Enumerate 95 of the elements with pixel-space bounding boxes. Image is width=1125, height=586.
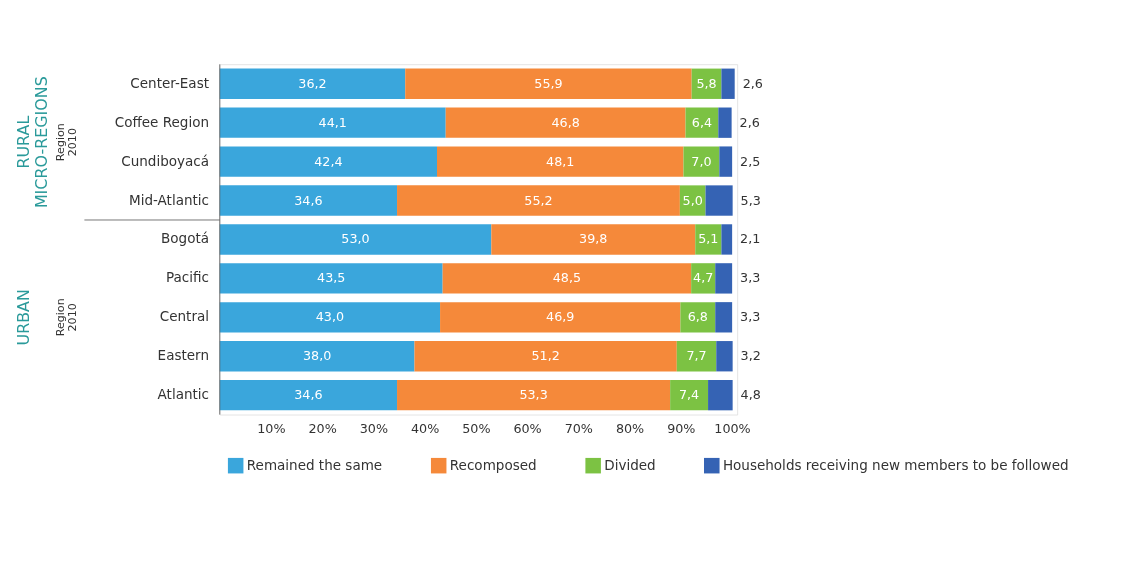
data-label: 51,2 (531, 348, 560, 364)
bar (405, 68, 692, 99)
legend-label: Divided (604, 456, 656, 473)
data-label: 44,1 (318, 114, 347, 130)
x-tick-label: 80% (615, 421, 645, 437)
x-tick-label: 40% (410, 421, 440, 437)
bar (437, 146, 684, 177)
x-tick-label: 100% (714, 421, 751, 437)
y-tick-label: Pacific (166, 269, 209, 286)
y-tick-label: Eastern (157, 347, 209, 364)
bar (715, 302, 733, 333)
bar (491, 224, 696, 255)
bar (715, 263, 733, 294)
bar (721, 224, 733, 255)
data-label: 43,5 (317, 270, 346, 286)
bar (219, 302, 441, 333)
data-label: 4,8 (740, 387, 761, 403)
bar (219, 68, 406, 99)
bar (676, 341, 717, 372)
bar (705, 185, 733, 216)
data-label: 36,2 (298, 75, 327, 91)
y-tick-label: Center-East (130, 74, 209, 91)
data-label: 53,0 (341, 231, 370, 247)
y-tick-label: Coffee Region (114, 113, 209, 130)
x-tick-label: 10% (257, 421, 286, 437)
data-label: 7,0 (691, 153, 712, 169)
bar (691, 263, 716, 294)
data-label: 46,9 (546, 309, 575, 325)
data-label: 43,0 (315, 309, 345, 325)
text: RURAL MICRO-REGIONS (14, 76, 51, 209)
bar (219, 379, 398, 411)
bar (219, 224, 492, 255)
data-label: 6,4 (691, 114, 713, 130)
data-label: 7,4 (678, 387, 700, 403)
bar (397, 379, 671, 411)
data-label: 3,2 (740, 348, 761, 364)
x-tick-label: 20% (308, 421, 337, 437)
legend-label: Remained the same (246, 456, 383, 473)
bar (445, 107, 686, 138)
data-label: 5,1 (698, 231, 719, 247)
x-tick-label: 60% (513, 421, 542, 437)
bar (719, 146, 733, 177)
data-label: 46,8 (551, 114, 580, 130)
bar (414, 341, 677, 372)
bar (718, 107, 732, 138)
data-label: 48,5 (552, 270, 582, 286)
data-label: 5,3 (740, 192, 761, 208)
bar (219, 185, 398, 216)
x-tick-label: 50% (462, 421, 491, 437)
legend-label: Households receiving new members to be followed (722, 456, 1069, 473)
data-label: 55,2 (524, 192, 553, 208)
data-label: 2,6 (742, 75, 763, 91)
bar (708, 379, 733, 411)
data-label: 4,7 (693, 270, 714, 286)
data-label: 34,6 (294, 192, 323, 208)
data-label: 39,8 (579, 231, 608, 247)
bar (219, 341, 415, 372)
data-label: 34,6 (294, 387, 323, 403)
data-label: 2,6 (739, 114, 760, 130)
bar (695, 224, 722, 255)
data-label: 2,1 (740, 231, 761, 247)
data-label: 53,3 (519, 387, 548, 403)
data-label: 3,3 (740, 309, 761, 325)
bar (670, 379, 709, 411)
text: URBAN (14, 289, 34, 346)
bar (721, 68, 735, 99)
bar (716, 341, 733, 372)
data-label: 5,0 (682, 192, 703, 208)
data-label: 2,5 (740, 153, 761, 169)
data-label: 42,4 (314, 153, 343, 169)
x-tick-label: 30% (359, 421, 388, 437)
text: Region 2010 (53, 123, 80, 162)
y-tick-label: Atlantic (157, 386, 209, 403)
bar (219, 107, 446, 138)
y-tick-label: Mid-Atlantic (129, 191, 209, 208)
y-tick-label: Cundiboyacá (121, 152, 209, 169)
bar (219, 146, 437, 177)
x-tick-label: 70% (564, 421, 593, 437)
bar (397, 185, 680, 216)
data-label: 55,9 (534, 75, 563, 91)
bar (442, 263, 692, 294)
text: Region 2010 (53, 298, 80, 337)
data-label: 7,7 (686, 348, 707, 364)
data-label: 38,0 (302, 348, 332, 364)
bar (440, 302, 681, 333)
y-tick-label: Bogotá (161, 230, 209, 247)
bar (683, 146, 720, 177)
data-label: 3,3 (740, 270, 761, 286)
data-label: 6,8 (687, 309, 708, 325)
x-tick-label: 90% (667, 421, 696, 437)
data-label: 48,1 (546, 153, 575, 169)
bar (219, 263, 443, 294)
legend-label: Recomposed (449, 456, 537, 473)
data-label: 5,8 (696, 75, 717, 91)
y-tick-label: Central (159, 308, 209, 325)
